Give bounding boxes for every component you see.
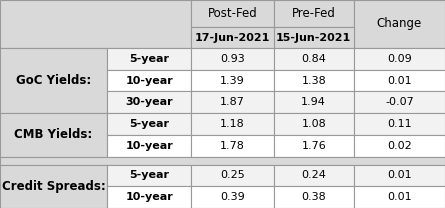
Bar: [191, 0, 274, 27]
Bar: [354, 48, 445, 70]
Bar: [274, 113, 354, 135]
Text: Pre-Fed: Pre-Fed: [292, 7, 336, 20]
Bar: [107, 186, 191, 208]
Bar: [354, 0, 445, 48]
Text: 0.01: 0.01: [387, 76, 412, 85]
Bar: [274, 135, 354, 157]
Bar: [0, 113, 107, 157]
Bar: [274, 0, 354, 27]
Text: 0.11: 0.11: [387, 119, 412, 129]
Bar: [0, 165, 107, 208]
Text: 1.94: 1.94: [301, 97, 326, 107]
Bar: [107, 70, 191, 92]
Bar: [354, 186, 445, 208]
Bar: [274, 48, 354, 70]
Text: 0.39: 0.39: [220, 192, 245, 202]
Text: 0.93: 0.93: [220, 54, 245, 64]
Bar: [0, 157, 445, 165]
Bar: [107, 113, 191, 135]
Text: 10-year: 10-year: [125, 192, 173, 202]
Text: 0.09: 0.09: [387, 54, 412, 64]
Bar: [274, 70, 354, 92]
Text: 1.87: 1.87: [220, 97, 245, 107]
Text: -0.07: -0.07: [385, 97, 414, 107]
Text: 0.84: 0.84: [301, 54, 326, 64]
Text: 1.78: 1.78: [220, 141, 245, 151]
Text: 0.02: 0.02: [387, 141, 412, 151]
Text: 30-year: 30-year: [125, 97, 173, 107]
Text: Credit Spreads:: Credit Spreads:: [1, 180, 105, 193]
Text: 5-year: 5-year: [129, 170, 169, 180]
Text: 15-Jun-2021: 15-Jun-2021: [276, 33, 352, 43]
Text: 0.38: 0.38: [301, 192, 326, 202]
Bar: [191, 135, 274, 157]
Bar: [191, 113, 274, 135]
Bar: [354, 135, 445, 157]
Bar: [107, 135, 191, 157]
Text: 10-year: 10-year: [125, 76, 173, 85]
Bar: [191, 48, 274, 70]
Text: 1.39: 1.39: [220, 76, 245, 85]
Text: 0.01: 0.01: [387, 192, 412, 202]
Bar: [107, 92, 191, 113]
Bar: [191, 70, 274, 92]
Text: 17-Jun-2021: 17-Jun-2021: [195, 33, 270, 43]
Bar: [107, 165, 191, 186]
Bar: [354, 113, 445, 135]
Text: Post-Fed: Post-Fed: [208, 7, 257, 20]
Bar: [191, 165, 274, 186]
Bar: [354, 165, 445, 186]
Bar: [0, 48, 107, 113]
Bar: [0, 0, 191, 48]
Bar: [354, 92, 445, 113]
Text: 1.76: 1.76: [301, 141, 326, 151]
Text: 0.01: 0.01: [387, 170, 412, 180]
Text: GoC Yields:: GoC Yields:: [16, 74, 91, 87]
Text: 10-year: 10-year: [125, 141, 173, 151]
Text: 1.38: 1.38: [301, 76, 326, 85]
Bar: [191, 27, 274, 48]
Text: 0.25: 0.25: [220, 170, 245, 180]
Text: 5-year: 5-year: [129, 119, 169, 129]
Bar: [107, 48, 191, 70]
Bar: [274, 165, 354, 186]
Bar: [274, 27, 354, 48]
Text: 0.24: 0.24: [301, 170, 326, 180]
Text: 5-year: 5-year: [129, 54, 169, 64]
Text: 1.18: 1.18: [220, 119, 245, 129]
Bar: [191, 186, 274, 208]
Text: Change: Change: [377, 17, 422, 31]
Bar: [274, 186, 354, 208]
Bar: [354, 70, 445, 92]
Text: CMB Yields:: CMB Yields:: [14, 128, 93, 141]
Bar: [191, 92, 274, 113]
Bar: [274, 92, 354, 113]
Text: 1.08: 1.08: [301, 119, 326, 129]
